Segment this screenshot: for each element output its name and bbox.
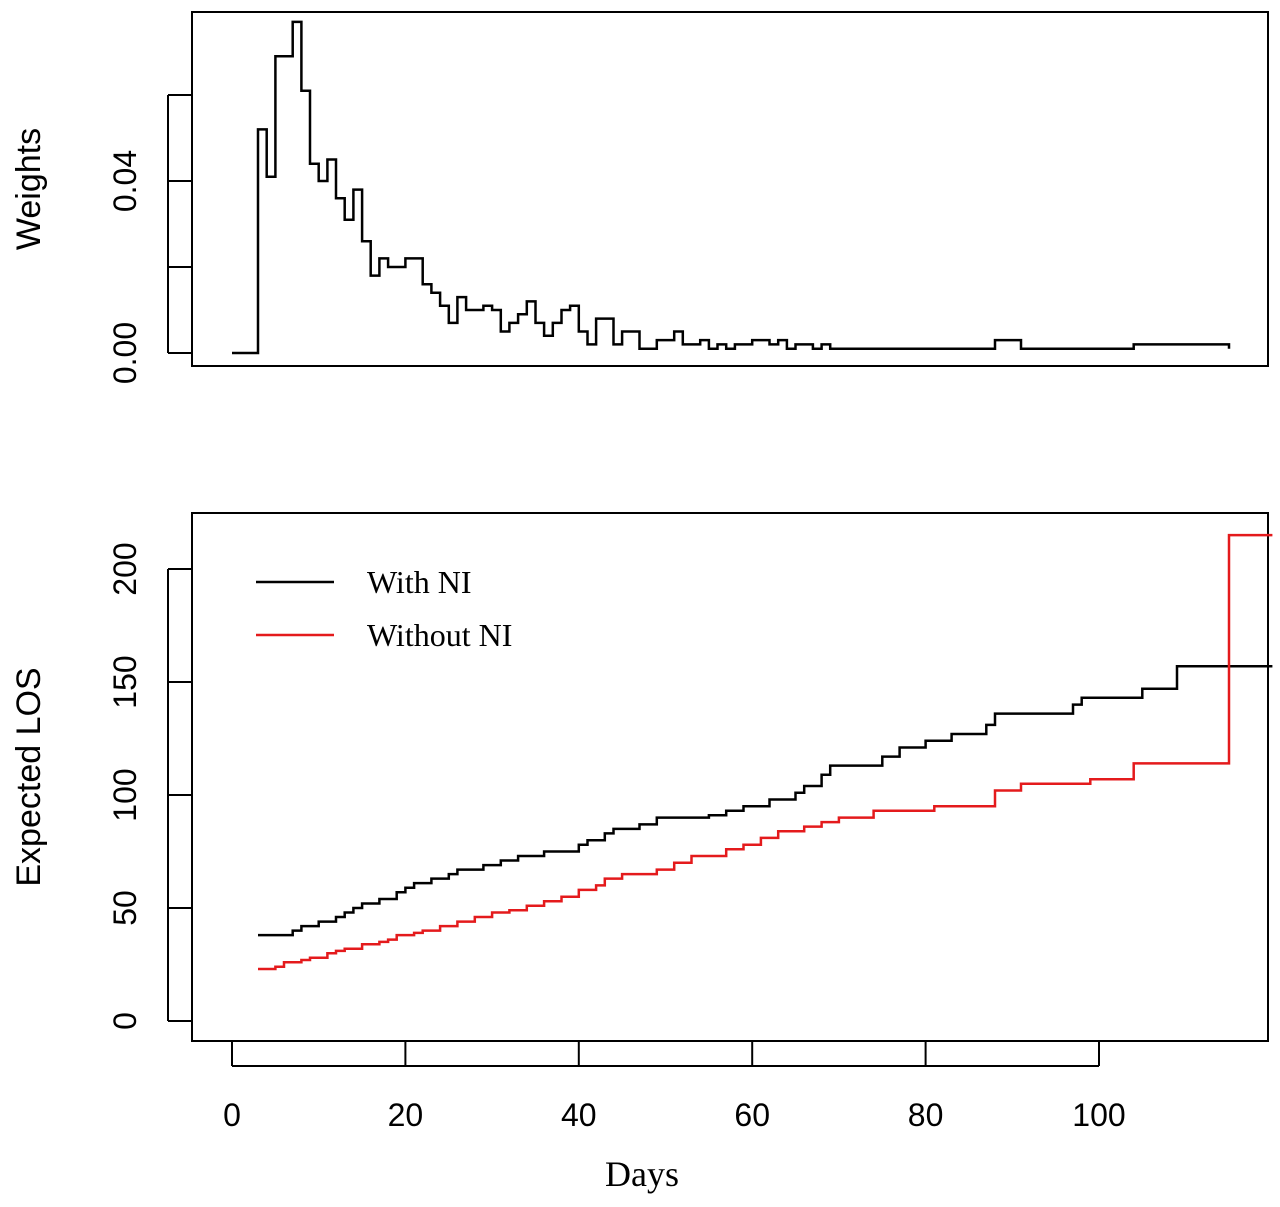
series-without-ni-line <box>258 533 1273 971</box>
legend-label-without-ni: Without NI <box>367 617 512 653</box>
x-tick-label: 80 <box>908 1097 944 1133</box>
los-y-axis: 0 50 100 150 200 <box>107 542 192 1030</box>
los-x-axis: 0 20 40 60 80 100 <box>223 1041 1126 1133</box>
los-y-tick-label: 50 <box>107 890 143 926</box>
weights-step-line <box>232 20 1231 355</box>
weights-panel: 0.00 0.04 Weights <box>10 11 1269 384</box>
x-tick-label: 0 <box>223 1097 241 1133</box>
los-y-tick-label: 100 <box>107 768 143 821</box>
los-y-axis-title: Expected LOS <box>10 667 48 886</box>
los-y-tick-label: 0 <box>107 1012 143 1030</box>
x-tick-label: 60 <box>734 1097 770 1133</box>
los-panel: 0 50 100 150 200 0 20 40 60 80 100 With NI Withou… <box>10 512 1273 1194</box>
x-tick-label: 40 <box>561 1097 597 1133</box>
x-tick-label: 100 <box>1072 1097 1125 1133</box>
x-tick-label: 20 <box>388 1097 424 1133</box>
legend: With NI Without NI <box>256 564 512 653</box>
weights-y-tick-label: 0.00 <box>107 322 143 384</box>
weights-y-axis-title: Weights <box>10 128 48 250</box>
series-with-ni-line <box>258 664 1273 937</box>
los-y-tick-label: 150 <box>107 655 143 708</box>
weights-y-tick-label: 0.04 <box>107 150 143 212</box>
weights-y-axis: 0.00 0.04 <box>107 94 192 384</box>
legend-label-with-ni: With NI <box>367 564 471 600</box>
los-plot-frame <box>191 512 1269 1042</box>
weights-plot-frame <box>191 11 1269 367</box>
x-axis-title: Days <box>605 1154 679 1194</box>
los-y-tick-label: 200 <box>107 542 143 595</box>
